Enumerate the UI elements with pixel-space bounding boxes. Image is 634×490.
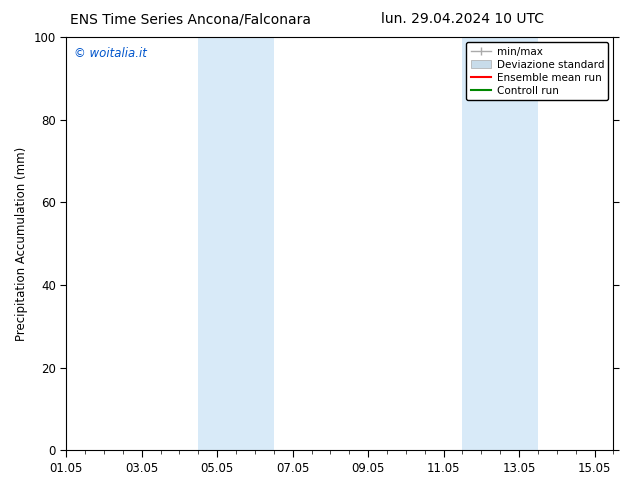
Text: ENS Time Series Ancona/Falconara: ENS Time Series Ancona/Falconara <box>70 12 311 26</box>
Y-axis label: Precipitation Accumulation (mm): Precipitation Accumulation (mm) <box>15 147 28 341</box>
Text: © woitalia.it: © woitalia.it <box>74 48 147 60</box>
Bar <box>198 37 274 450</box>
Legend: min/max, Deviazione standard, Ensemble mean run, Controll run: min/max, Deviazione standard, Ensemble m… <box>467 42 608 100</box>
Text: lun. 29.04.2024 10 UTC: lun. 29.04.2024 10 UTC <box>381 12 545 26</box>
Bar <box>462 37 538 450</box>
